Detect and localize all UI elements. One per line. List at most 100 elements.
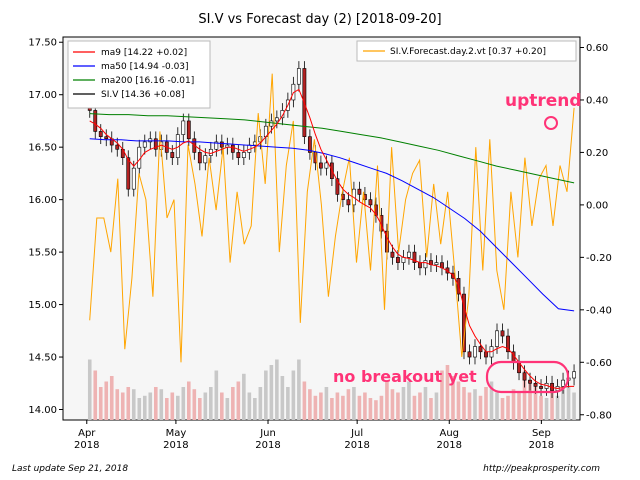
volume-bar	[324, 387, 329, 420]
candle-body	[186, 120, 191, 140]
candle-body	[241, 152, 246, 158]
volume-bar	[423, 387, 428, 420]
volume-bar	[489, 381, 494, 420]
volume-bar	[533, 387, 538, 420]
candle-body	[219, 141, 224, 148]
candle-body	[396, 257, 400, 263]
right-tick-label: -0.60	[586, 358, 612, 369]
volume-bar	[478, 395, 483, 420]
left-tick-label: 16.50	[28, 143, 57, 154]
candle-body	[335, 178, 340, 195]
candle-body	[533, 382, 538, 387]
volume-bar	[93, 370, 98, 420]
volume-bar	[308, 389, 312, 420]
volume-bar	[236, 381, 241, 420]
volume-bar	[440, 370, 444, 420]
candle-body	[467, 351, 472, 358]
volume-bar	[407, 381, 411, 420]
candle-body	[539, 386, 543, 389]
volume-bar	[120, 392, 125, 420]
candle-body	[528, 379, 532, 384]
ma50-line	[89, 138, 575, 312]
volume-bar	[335, 392, 340, 420]
volume-bar	[539, 395, 543, 420]
candle-body	[478, 346, 483, 353]
volume-bar	[550, 392, 554, 420]
uptrend-marker	[544, 116, 558, 130]
candle-body	[318, 162, 323, 169]
volume-bar	[561, 389, 565, 420]
right-tick-label: 0.00	[586, 200, 608, 211]
volume-bar	[511, 389, 516, 420]
volume-bar	[341, 395, 345, 420]
right-tick-label: 0.60	[586, 43, 608, 54]
volume-bar	[506, 395, 510, 420]
x-tick-label: Aug 2018	[437, 428, 462, 451]
candle-body	[390, 251, 395, 258]
volume-bar	[319, 392, 323, 420]
footer-url: http://peakprosperity.com	[483, 464, 600, 474]
annotation-no-breakout: no breakout yet	[333, 367, 477, 386]
candle-body	[269, 120, 274, 127]
volume-bar	[528, 381, 532, 420]
volume-bar	[572, 392, 576, 420]
volume-bar	[352, 387, 356, 420]
volume-bar	[467, 392, 472, 420]
candle-body	[104, 136, 109, 140]
volume-bar	[374, 400, 378, 420]
volume-bar	[225, 398, 230, 420]
candle-body	[181, 120, 186, 135]
legend-siv-label: SI.V [14.36 +0.08]	[101, 90, 184, 100]
volume-bar	[346, 389, 351, 420]
candle-body	[214, 141, 219, 150]
volume-bar	[544, 398, 549, 420]
volume-bar	[291, 370, 296, 420]
candle-body	[368, 199, 373, 206]
volume-bar	[109, 376, 114, 420]
candle-body	[148, 138, 153, 143]
right-tick-label: 0.20	[586, 148, 608, 159]
volume-bar	[330, 398, 334, 420]
chart-title: SI.V vs Forecast day (2) [2018-09-20]	[198, 12, 441, 27]
volume-bar	[286, 387, 290, 420]
volume-bar	[164, 398, 169, 420]
candle-body	[131, 167, 136, 190]
volume-bar	[203, 392, 208, 420]
candle-body	[208, 148, 213, 156]
volume-bar	[313, 395, 318, 420]
volume-bar	[104, 381, 109, 420]
volume-bar	[153, 387, 158, 420]
legend-right: SI.V.Forecast.day.2.vt [0.37 +0.20]	[356, 40, 577, 62]
volume-bar	[517, 392, 521, 420]
candle-body	[401, 257, 406, 263]
x-tick-label: May 2018	[163, 428, 188, 451]
volume-bar	[269, 365, 274, 420]
volume-bar	[555, 395, 560, 420]
volume-bar	[484, 387, 488, 420]
left-axis: 17.50 17.00 16.50 16.00 15.50 15.00 14.50 14.00	[28, 38, 63, 416]
candle-body	[93, 110, 98, 132]
right-tick-label: -0.20	[586, 253, 612, 264]
candle-body	[407, 251, 411, 258]
volume-bar	[209, 387, 213, 420]
volume-bar	[412, 395, 417, 420]
left-tick-label: 17.00	[28, 90, 57, 101]
volume-bar	[522, 370, 527, 420]
left-tick-label: 15.00	[28, 300, 57, 311]
candle-body	[357, 188, 362, 195]
candle-body	[473, 346, 477, 358]
volume-bar	[258, 387, 263, 420]
candle-body	[197, 152, 202, 164]
left-tick-label: 17.50	[28, 38, 57, 49]
volume-bar	[473, 389, 477, 420]
candle-body	[572, 371, 576, 379]
legend-ma200-label: ma200 [16.16 -0.01]	[101, 76, 194, 86]
volume-bar	[357, 395, 362, 420]
volume-bar	[396, 392, 400, 420]
volume-bars	[87, 359, 576, 420]
forecast-line	[89, 73, 575, 363]
volume-bar	[142, 395, 147, 420]
right-tick-label: 0.40	[586, 95, 608, 106]
legend-ma50-label: ma50 [14.94 -0.03]	[101, 62, 189, 72]
volume-bar	[566, 387, 571, 420]
